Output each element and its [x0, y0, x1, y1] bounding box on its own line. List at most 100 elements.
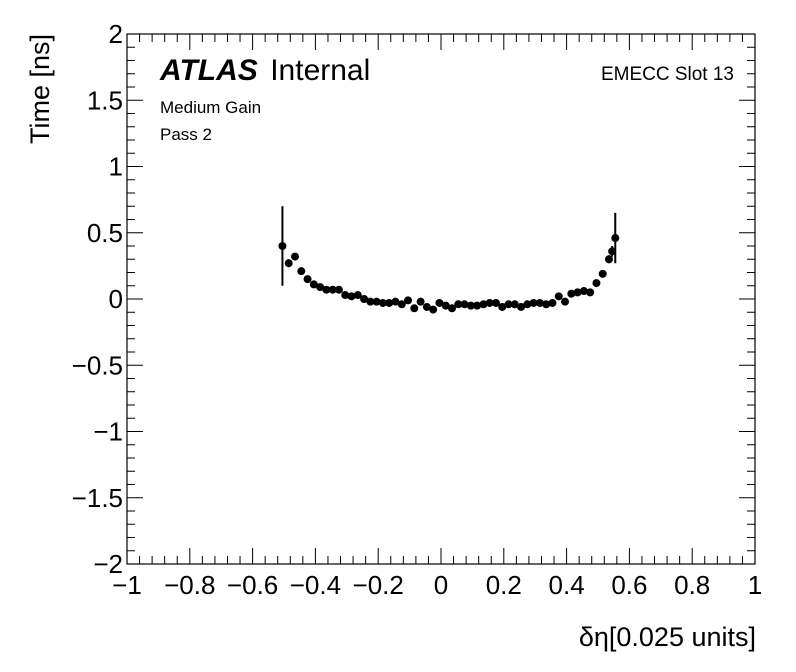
data-point [290, 252, 299, 261]
data-point [548, 298, 557, 307]
marker [322, 285, 331, 294]
marker [554, 292, 563, 301]
data-point [334, 285, 343, 294]
data-point [485, 298, 494, 307]
data-point [586, 288, 595, 297]
marker [611, 234, 620, 243]
marker [316, 283, 325, 292]
data-point [573, 288, 582, 297]
data-point [341, 291, 350, 300]
marker [397, 300, 406, 309]
x-tick-label: 0 [434, 570, 448, 600]
x-axis-tick-labels: −1 −0.8 −0.6 −0.4 −0.2 0 0.2 0.4 0.6 0.8 1 [112, 570, 762, 600]
marker [284, 259, 293, 268]
data-point [523, 300, 532, 309]
marker [441, 301, 450, 310]
data-point [561, 297, 570, 306]
data-point [466, 301, 475, 310]
data-point [579, 287, 588, 296]
marker [535, 298, 544, 307]
x-tick-label: 0.2 [486, 570, 522, 600]
y-axis-ticks [127, 33, 755, 565]
data-point [429, 305, 438, 314]
data-point [309, 280, 318, 289]
marker [510, 300, 519, 309]
data-point [366, 297, 375, 306]
marker [548, 298, 557, 307]
data-point [397, 300, 406, 309]
atlas-label: ATLAS Internal [159, 54, 370, 87]
marker [435, 298, 444, 307]
data-point [460, 300, 469, 309]
y-tick-label: 0.5 [87, 218, 123, 248]
y-axis-tick-labels: −2 −1.5 −1 −0.5 0 0.5 1 1.5 2 [72, 19, 123, 579]
data-point [378, 298, 387, 307]
data-point [479, 300, 488, 309]
data-points [278, 206, 620, 314]
slot-label: EMECC Slot 13 [601, 64, 734, 85]
atlas-bold-label: ATLAS [159, 54, 258, 87]
marker [604, 255, 613, 264]
marker [598, 269, 607, 278]
marker [372, 297, 381, 306]
y-tick-label: −2 [93, 549, 123, 579]
data-point [322, 285, 331, 294]
y-tick-label: 1 [109, 152, 123, 182]
pass-label: Pass 2 [160, 125, 212, 144]
x-tick-label: 0.8 [674, 570, 710, 600]
x-tick-label: 1 [748, 570, 762, 600]
data-point [297, 267, 306, 276]
data-point [504, 300, 513, 309]
marker [592, 279, 601, 288]
data-point [447, 304, 456, 313]
marker [341, 291, 350, 300]
y-tick-label: 0 [109, 284, 123, 314]
data-point [360, 295, 369, 303]
x-tick-label: 0.6 [611, 570, 647, 600]
marker [529, 298, 538, 307]
data-point [542, 300, 551, 309]
data-point [416, 297, 425, 306]
data-point [491, 298, 500, 307]
marker [347, 292, 356, 301]
marker [297, 267, 306, 276]
marker [404, 296, 413, 305]
marker [353, 291, 362, 300]
data-point [608, 246, 617, 257]
y-tick-label: 2 [109, 19, 123, 49]
data-point [328, 285, 337, 294]
marker [416, 297, 425, 306]
marker [290, 252, 299, 261]
marker [360, 295, 369, 303]
marker [561, 297, 570, 306]
y-tick-label: −1 [93, 417, 123, 447]
marker [410, 304, 419, 313]
marker [498, 302, 507, 311]
marker [278, 242, 287, 250]
marker [385, 298, 394, 307]
marker [460, 300, 469, 309]
data-point [510, 300, 519, 309]
marker [466, 301, 475, 310]
data-point [517, 302, 526, 311]
data-point [454, 300, 463, 309]
atlas-internal-label: Internal [270, 54, 370, 87]
data-point [598, 269, 607, 278]
marker [517, 302, 526, 311]
data-point [410, 304, 419, 313]
marker [479, 300, 488, 309]
marker [309, 280, 318, 289]
data-point [554, 292, 563, 301]
data-point [391, 297, 400, 306]
marker [447, 304, 456, 313]
data-point [347, 292, 356, 301]
marker [567, 289, 576, 298]
marker [473, 301, 482, 310]
data-point [278, 206, 287, 286]
data-point [385, 298, 394, 307]
marker [429, 305, 438, 314]
data-point [353, 291, 362, 300]
x-tick-label: −0.6 [227, 570, 278, 600]
data-point [567, 289, 576, 298]
